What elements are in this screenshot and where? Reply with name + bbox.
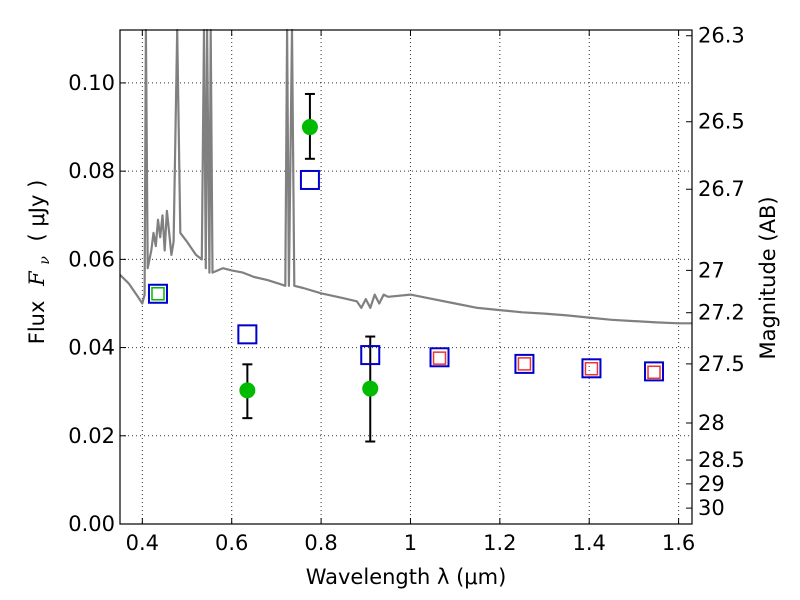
y-tick-label: 0.04	[68, 336, 115, 360]
model-flux-square	[581, 358, 602, 379]
model-flux-inner-square	[432, 351, 447, 365]
photometry-markers	[147, 92, 665, 443]
y-axis-label: Flux F ν ( μJy )	[25, 180, 54, 345]
axis-ticks: 0.4 0.6 0.8 1 1.2 1.4 1.6 0.00 0.02 0.04 0.06 0.08 0…	[68, 24, 745, 555]
y-tick-label: 0.06	[68, 247, 115, 271]
sed-curve-layer	[119, 28, 692, 325]
x-tick-label: 0.8	[304, 531, 337, 555]
right-tick-label: 28	[698, 411, 725, 435]
y-axis-label-symbol: F	[25, 270, 49, 287]
model-flux-square	[514, 353, 535, 374]
y-tick-label: 0.08	[68, 159, 115, 183]
observed-flux-point	[362, 380, 379, 397]
y-axis-label-prefix: Flux	[25, 301, 49, 345]
right-tick-label: 28.5	[698, 448, 745, 472]
y-tick-label: 0.02	[68, 424, 115, 448]
model-flux-inner-square	[517, 357, 532, 371]
y-tick-label: 0.10	[68, 71, 115, 95]
model-flux-inner-square	[584, 361, 599, 376]
observed-flux-point	[301, 119, 318, 136]
right-tick-label: 27	[698, 258, 725, 282]
x-tick-label: 1.2	[483, 531, 516, 555]
model-flux-square	[429, 347, 450, 368]
y-axis-label-subscript: ν	[37, 256, 53, 265]
right-tick-label: 30	[698, 496, 725, 520]
model-flux-inner-square	[647, 365, 661, 380]
y-tick-label: 0.00	[68, 512, 115, 536]
right-tick-label: 27.5	[698, 352, 745, 376]
x-tick-label: 1.4	[573, 531, 606, 555]
model-flux-square	[299, 169, 320, 190]
model-flux-inner-square	[151, 287, 165, 301]
y-axis-label-unit: ( μJy )	[25, 180, 49, 242]
x-tick-label: 0.6	[215, 531, 248, 555]
y-axis-right-label: Magnitude (AB)	[756, 196, 780, 359]
model-flux-square	[237, 324, 258, 345]
x-axis-label: Wavelength λ (μm)	[306, 565, 507, 589]
model-flux-square	[360, 345, 381, 366]
x-tick-label: 0.4	[126, 531, 159, 555]
right-tick-label: 26.7	[698, 177, 745, 201]
x-tick-label: 1	[404, 531, 417, 555]
observed-flux-point	[239, 382, 256, 399]
right-tick-label: 26.5	[698, 110, 745, 134]
right-tick-label: 29	[698, 472, 725, 496]
x-tick-label: 1.6	[662, 531, 695, 555]
right-tick-label: 26.3	[698, 24, 745, 48]
model-flux-square	[644, 361, 665, 382]
model-flux-square	[147, 283, 168, 304]
plot-frame	[119, 29, 693, 525]
sed-model-curve	[119, 28, 692, 325]
right-tick-label: 27.2	[698, 301, 745, 325]
